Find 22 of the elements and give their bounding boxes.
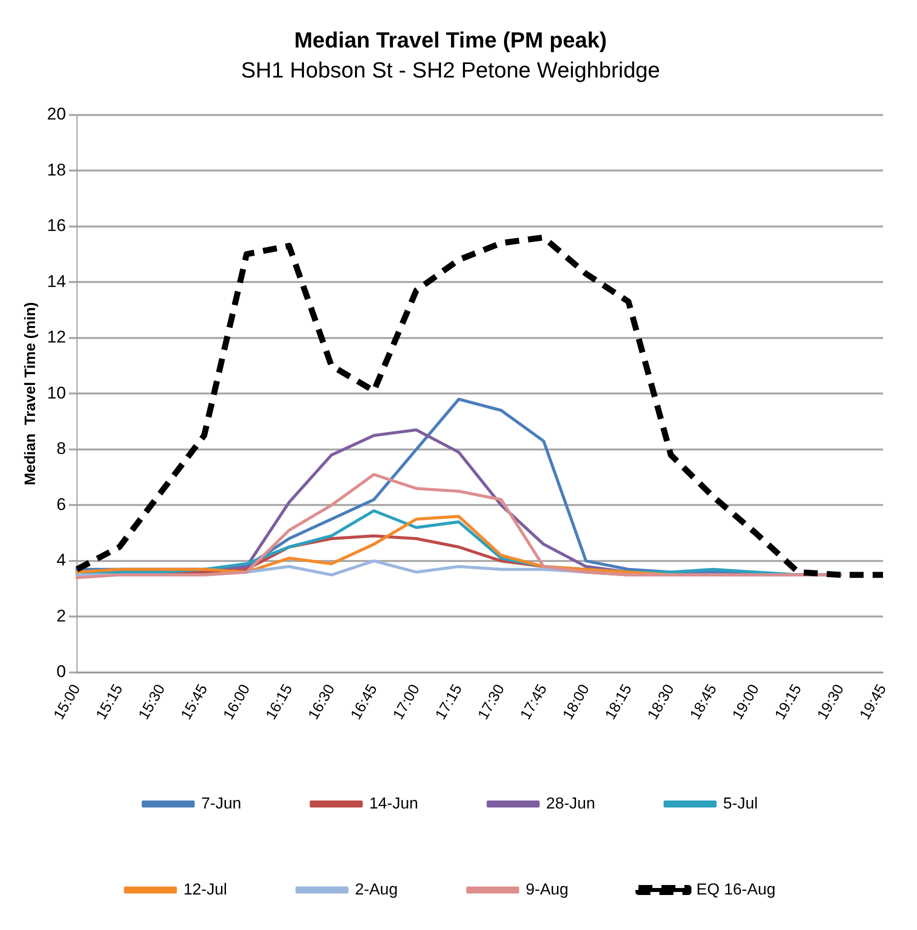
legend-label: 2-Aug — [355, 881, 398, 898]
legend-label: 14-Jun — [369, 795, 418, 812]
y-tick-label: 4 — [56, 550, 66, 570]
y-tick-label: 16 — [46, 216, 66, 236]
legend-label: 9-Aug — [526, 881, 568, 898]
y-tick-label: 0 — [56, 662, 66, 682]
chart-subtitle: SH1 Hobson St - SH2 Petone Weighbridge — [240, 58, 660, 83]
y-tick-label: 14 — [46, 272, 66, 291]
y-tick-label: 2 — [56, 606, 66, 626]
legend-label: 7-Jun — [201, 795, 242, 812]
legend-label: 5-Jul — [723, 795, 758, 812]
chart-title: Median Travel Time (PM peak) — [294, 27, 607, 52]
legend-label: EQ 16-Aug — [696, 881, 776, 898]
y-tick-label: 8 — [56, 439, 66, 458]
legend-label: 12-Jul — [183, 881, 228, 898]
y-tick-label: 6 — [56, 494, 66, 514]
y-axis-title: Median Travel Time (min) — [22, 302, 40, 486]
y-tick-label: 18 — [46, 160, 66, 180]
y-tick-label: 12 — [46, 328, 66, 347]
y-tick-label: 20 — [46, 104, 66, 124]
legend-label: 28-Jun — [546, 795, 596, 812]
y-tick-label: 10 — [46, 383, 66, 402]
